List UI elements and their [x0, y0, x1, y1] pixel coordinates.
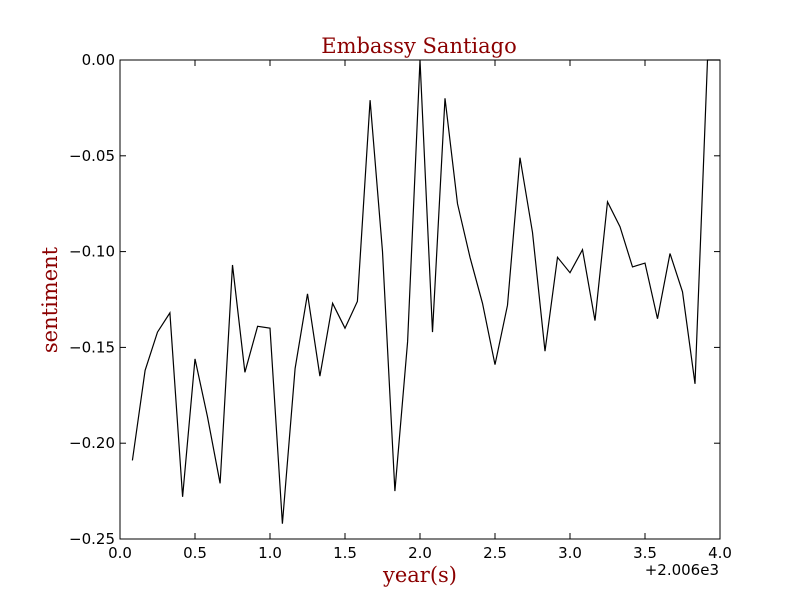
- sentiment-line: [131, 59, 720, 524]
- y-tick-label: −0.15: [69, 338, 115, 356]
- x-tick-label: 4.0: [708, 544, 732, 562]
- y-axis: 0.00 −0.05 −0.10 −0.15 −0.20 −0.25: [69, 51, 720, 548]
- x-offset-label: +2.006e3: [645, 561, 719, 579]
- y-tick-label: −0.10: [69, 243, 115, 261]
- x-tick-label: 0.0: [108, 544, 132, 562]
- x-axis-label: year(s): [382, 563, 457, 587]
- x-tick-label: 3.0: [558, 544, 582, 562]
- x-tick-label: 3.5: [633, 544, 657, 562]
- y-tick-label: −0.25: [69, 530, 115, 548]
- y-axis-label: sentiment: [38, 246, 62, 353]
- plot-area: [131, 59, 720, 524]
- x-tick-label: 2.5: [483, 544, 507, 562]
- x-tick-label: 1.5: [333, 544, 357, 562]
- y-tick-label: −0.20: [69, 434, 115, 452]
- y-tick-label: 0.00: [82, 51, 115, 69]
- x-tick-label: 2.0: [408, 544, 432, 562]
- y-tick-label: −0.05: [69, 147, 115, 165]
- x-tick-label: 0.5: [183, 544, 207, 562]
- x-tick-label: 1.0: [258, 544, 282, 562]
- chart-title: Embassy Santiago: [321, 34, 517, 58]
- x-axis: 0.0 0.5 1.0 1.5 2.0 2.5 3.0 3.5 4.0: [108, 60, 732, 562]
- plot-frame: [119, 59, 721, 540]
